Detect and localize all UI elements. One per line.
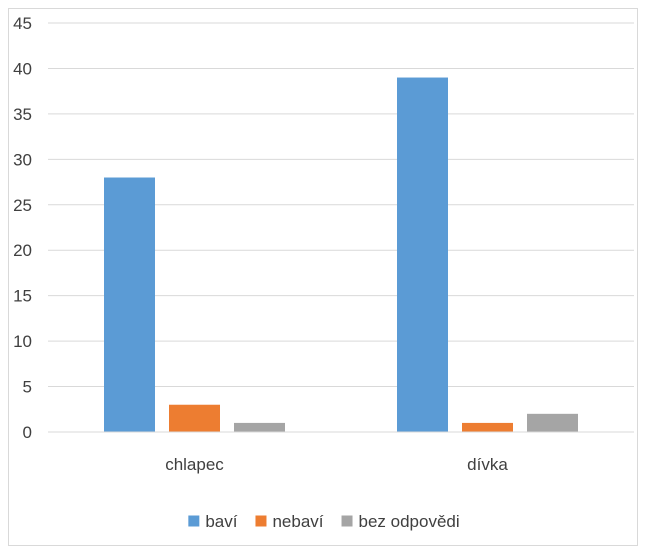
- y-tick-label: 25: [13, 196, 32, 215]
- legend-swatch-nebaví: [255, 515, 267, 527]
- legend-swatch-bez-odpovědi: [341, 515, 353, 527]
- bars: [104, 77, 578, 433]
- bar-baví-chlapec: [104, 177, 155, 432]
- y-tick-label: 40: [13, 59, 32, 78]
- legend-label: bez odpovědi: [359, 512, 460, 531]
- legend-swatch-baví: [188, 515, 200, 527]
- legend-label: nebaví: [272, 512, 323, 531]
- x-category-label: dívka: [467, 455, 508, 474]
- bar-bez-odpovědi-chlapec: [234, 422, 285, 432]
- x-axis-categories: chlapec dívka: [165, 455, 508, 474]
- y-tick-label: 10: [13, 332, 32, 351]
- bar-baví-dívka: [397, 77, 448, 433]
- y-tick-label: 0: [23, 423, 32, 442]
- y-tick-label: 5: [23, 378, 32, 397]
- y-tick-label: 15: [13, 287, 32, 306]
- bar-nebaví-chlapec: [169, 404, 220, 432]
- x-category-label: chlapec: [165, 455, 224, 474]
- legend: baví nebaví bez odpovědi: [188, 512, 460, 531]
- y-tick-label: 30: [13, 150, 32, 169]
- y-tick-label: 20: [13, 241, 32, 260]
- y-tick-label: 45: [13, 14, 32, 33]
- bar-bez-odpovědi-dívka: [527, 413, 578, 432]
- bar-nebaví-dívka: [462, 422, 513, 432]
- legend-label: baví: [205, 512, 237, 531]
- y-axis-ticks: 0 5 10 15 20 25 30 35 40 45: [13, 14, 32, 442]
- y-tick-label: 35: [13, 105, 32, 124]
